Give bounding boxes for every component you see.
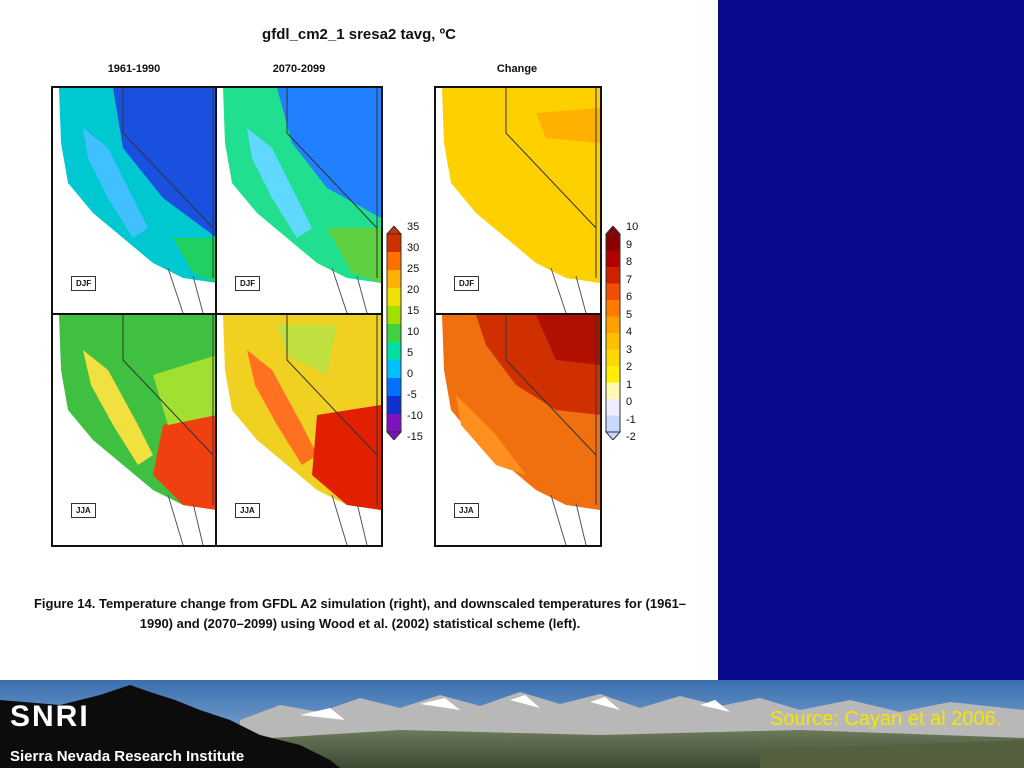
colorbar-segment (387, 360, 401, 379)
colorbar-segment (606, 267, 620, 284)
colorbar-tick-label: 7 (626, 273, 633, 286)
colorbar-tick-label: 5 (407, 347, 414, 359)
season-label-djf: DJF (454, 276, 480, 291)
colorbar-segment (606, 399, 620, 416)
map-jja-change: JJA (434, 313, 602, 547)
map-graphic (53, 88, 217, 313)
map-jja-1961-1990: JJA (51, 313, 219, 547)
colorbar-segment (606, 316, 620, 334)
institute-name: Sierra Nevada Research Institute (10, 748, 245, 765)
colorbar-arrow-bottom (385, 431, 403, 440)
colorbar-outline (605, 233, 621, 433)
colorbar-segment (387, 288, 401, 307)
colorbar-tick-label: 3 (626, 343, 633, 356)
snri-logo: SNRI (10, 700, 90, 733)
colorbar-segment (387, 306, 401, 325)
colorbar-arrow-top (385, 226, 403, 235)
colorbar-segment (606, 382, 620, 400)
colorbar-segment (387, 378, 401, 397)
column-label-1961-1990: 1961-1990 (107, 63, 161, 75)
colorbar-segment (606, 415, 620, 433)
colorbar-segment (606, 366, 620, 383)
colorbar-segment (606, 349, 620, 367)
season-label-jja: JJA (235, 503, 260, 518)
colorbar-tick-label: -5 (407, 389, 417, 401)
colorbar-tick-label: 6 (626, 291, 633, 303)
mountain-landscape (0, 680, 1024, 768)
colorbar-segment (387, 234, 401, 253)
colorbar-tick-label: 8 (626, 256, 633, 268)
colorbar-segment (606, 333, 620, 350)
colorbar-segment (606, 234, 620, 251)
colorbar-segment (387, 414, 401, 433)
colorbar-tick-label: 5 (626, 308, 633, 321)
map-djf-2070-2099: DJF (215, 86, 383, 315)
colorbar-tick-label: 35 (407, 221, 420, 233)
colorbar-segment (387, 252, 401, 271)
change-colorbar (604, 226, 622, 440)
colorbar-tick-label: 10 (407, 326, 420, 338)
colorbar-tick-label: 15 (407, 305, 420, 317)
banner (0, 680, 1024, 768)
figure-caption: Figure 14. Temperature change from GFDL … (33, 596, 687, 631)
colorbar-tick-label: 25 (407, 263, 420, 275)
colorbar-tick-label: -10 (407, 410, 423, 422)
colorbar-segment (387, 396, 401, 415)
colorbar-tick-label: 1 (626, 378, 633, 391)
colorbar-segment (387, 342, 401, 361)
source-citation: Source: Cayan et al 2006. (770, 708, 1002, 730)
colorbar-tick-label: -2 (626, 431, 636, 443)
colorbar-tick-label: -1 (626, 413, 636, 426)
map-graphic (436, 88, 600, 313)
colorbar-segment (606, 250, 620, 268)
colorbar-arrow-top (604, 226, 622, 235)
colorbar-tick-label: 0 (407, 368, 414, 380)
colorbar-tick-label: 0 (626, 396, 633, 408)
colorbar-segment (606, 283, 620, 301)
map-djf-change: DJF (434, 86, 602, 315)
column-label-2070-2099: 2070-2099 (272, 63, 326, 75)
colorbar-tick-label: 10 (626, 221, 639, 233)
map-jja-2070-2099: JJA (215, 313, 383, 547)
colorbar-tick-label: 4 (626, 326, 633, 338)
colorbar-segment (387, 324, 401, 343)
figure-panel: gfdl_cm2_1 sresa2 tavg, ºC 1961-1990 207… (0, 0, 718, 680)
season-label-jja: JJA (71, 503, 96, 518)
colorbar-tick-label: 9 (626, 238, 633, 251)
colorbar-outline (386, 233, 402, 433)
season-label-djf: DJF (71, 276, 97, 291)
season-label-djf: DJF (235, 276, 261, 291)
colorbar-tick-label: -15 (407, 431, 423, 443)
season-label-jja: JJA (454, 503, 479, 518)
colorbar-tick-label: 30 (407, 242, 420, 254)
colorbar-arrow-bottom (604, 431, 622, 440)
temperature-colorbar (385, 226, 403, 440)
map-djf-1961-1990: DJF (51, 86, 219, 315)
figure-title: gfdl_cm2_1 sresa2 tavg, ºC (262, 26, 456, 43)
column-label-change: Change (496, 63, 538, 75)
colorbar-segment (387, 270, 401, 289)
colorbar-segment (606, 300, 620, 317)
map-graphic (217, 88, 381, 313)
colorbar-tick-label: 2 (626, 361, 633, 373)
colorbar-tick-label: 20 (407, 284, 420, 296)
